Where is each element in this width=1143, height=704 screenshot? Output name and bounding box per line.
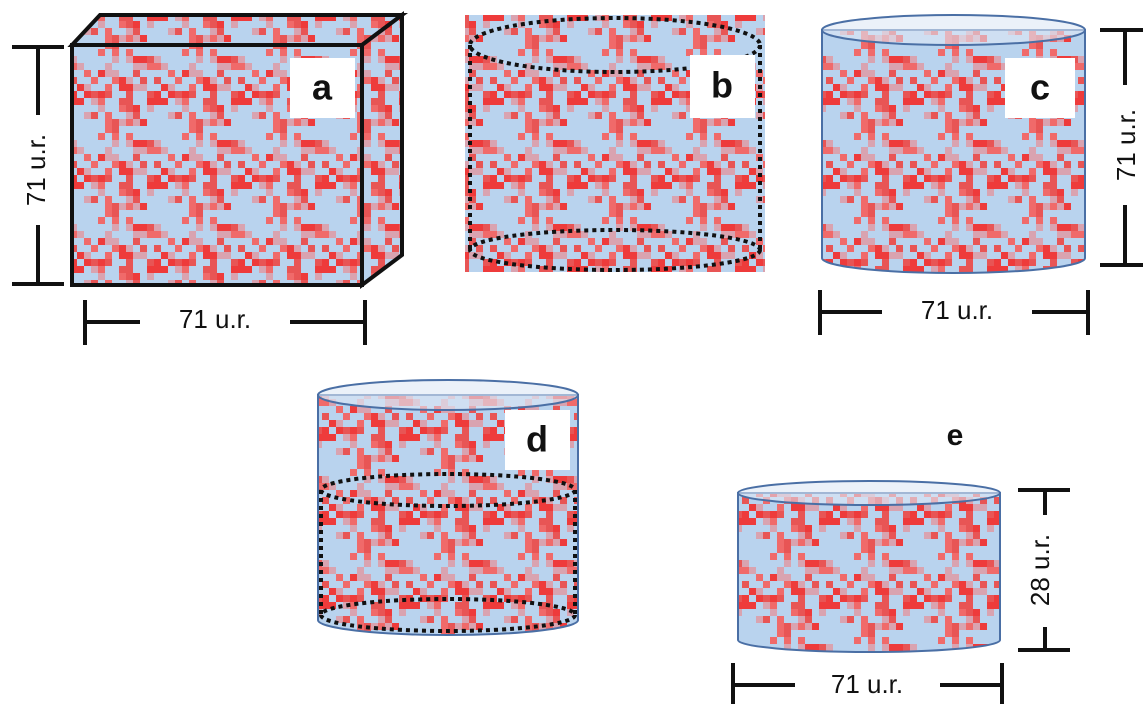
shape	[822, 15, 1085, 45]
height-label: 28 u.r.	[1025, 534, 1055, 606]
width-label: 71 u.r.	[921, 295, 993, 325]
panel-label: c	[1030, 67, 1050, 108]
diagram: a 71 u.r. 71 u.r. b c 71 u.r. 71 u.r. d …	[0, 0, 1143, 704]
texture	[465, 15, 765, 272]
panel-label: a	[312, 67, 333, 108]
shape	[318, 380, 578, 410]
box-side	[362, 15, 402, 285]
panel-c: c 71 u.r. 71 u.r.	[820, 15, 1143, 335]
box-top	[72, 15, 402, 45]
height-label: 71 u.r.	[21, 134, 51, 206]
panel-label: d	[526, 419, 548, 460]
panel-e: e 28 u.r. 71 u.r.	[733, 419, 1070, 704]
shape	[738, 493, 1000, 652]
width-label: 71 u.r.	[831, 669, 903, 699]
height-label: 71 u.r.	[1111, 109, 1141, 181]
panel-label: b	[711, 65, 733, 106]
panel-a: a 71 u.r. 71 u.r.	[12, 15, 402, 345]
width-label: 71 u.r.	[179, 304, 251, 334]
panel-label: e	[947, 419, 964, 452]
panel-d: d	[318, 380, 578, 635]
shape	[738, 481, 1000, 505]
panel-b: b	[465, 15, 765, 272]
